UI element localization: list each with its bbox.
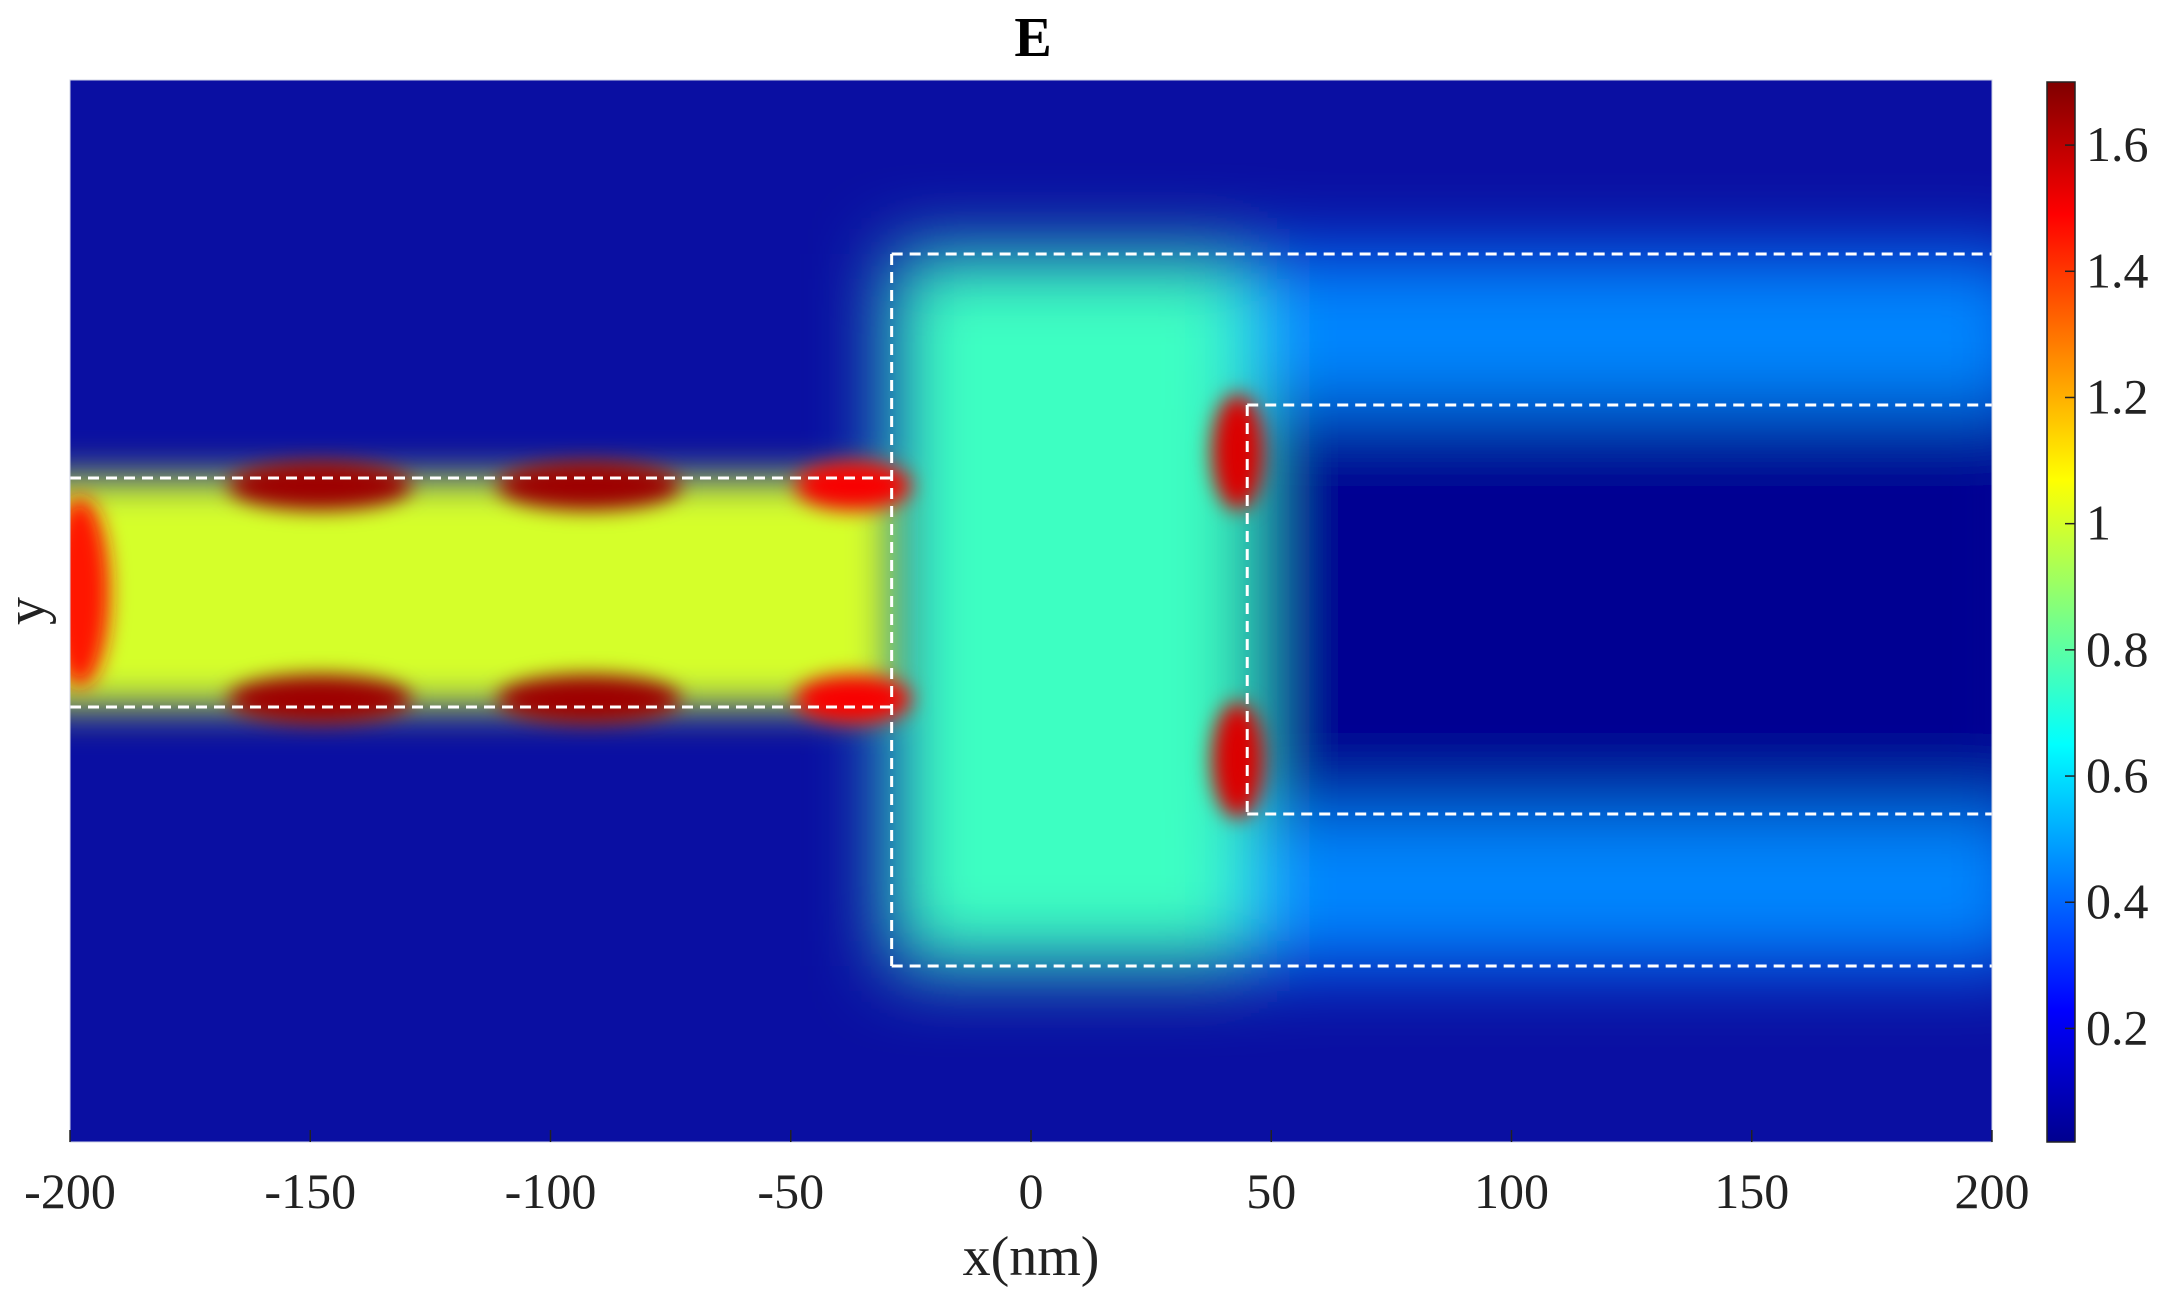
x-tick-label: -50: [757, 1163, 824, 1219]
colorbar-gradient: [2046, 81, 2076, 1143]
field-region-upper-output-arm: [1247, 254, 1992, 405]
field-region-central-gap: [1247, 405, 1992, 814]
x-axis-label: x(nm): [963, 1226, 1100, 1288]
hotspot-2-0: [496, 462, 681, 510]
hotspot-1-1: [227, 675, 412, 723]
colorbar-tick-label: 1: [2086, 495, 2111, 551]
x-tick-label: 200: [1955, 1163, 2030, 1219]
hotspot-3-1: [795, 675, 912, 723]
colorbar-tick-label: 0.8: [2086, 621, 2149, 677]
x-tick-label: 100: [1474, 1163, 1549, 1219]
x-axis-ticks: -200 -150 -100 -50 0 50 100 150 200: [24, 1130, 2030, 1219]
x-tick-label: 50: [1246, 1163, 1296, 1219]
colorbar-tick-label: 1.6: [2086, 116, 2149, 172]
colorbar-ticks: 0.2 0.4 0.6 0.8 1 1.2 1.4 1.6: [2065, 116, 2149, 1055]
hotspot-3-0: [795, 462, 912, 510]
colorbar-tick-label: 1.4: [2086, 242, 2149, 298]
hotspot-0-0: [70, 497, 110, 687]
hotspot-4-0: [1211, 394, 1264, 510]
field-region-input-waveguide-core: [70, 478, 892, 707]
hotspot-4-1: [1211, 702, 1264, 818]
y-axis-label: y: [0, 597, 57, 625]
hotspot-1-0: [227, 462, 412, 510]
field-region-lower-output-arm: [1247, 814, 1992, 966]
colorbar-tick-label: 0.2: [2086, 999, 2149, 1055]
x-tick-label: -150: [264, 1163, 356, 1219]
heatmap-plot-area: [70, 80, 1992, 1142]
colorbar-tick-label: 1.2: [2086, 368, 2149, 424]
colorbar-tick-label: 0.6: [2086, 747, 2149, 803]
x-tick-label: -200: [24, 1163, 116, 1219]
x-tick-label: 150: [1714, 1163, 1789, 1219]
hotspot-2-1: [496, 675, 681, 723]
colorbar: 0.2 0.4 0.6 0.8 1 1.2 1.4 1.6: [2046, 81, 2149, 1143]
colorbar-tick-label: 0.4: [2086, 873, 2149, 929]
waveguide-boundaries: [70, 252, 1992, 968]
chart-title: E: [1014, 7, 1051, 69]
x-tick-label: 0: [1019, 1163, 1044, 1219]
x-tick-label: -100: [505, 1163, 597, 1219]
field-region-taper-region: [891, 254, 1248, 966]
